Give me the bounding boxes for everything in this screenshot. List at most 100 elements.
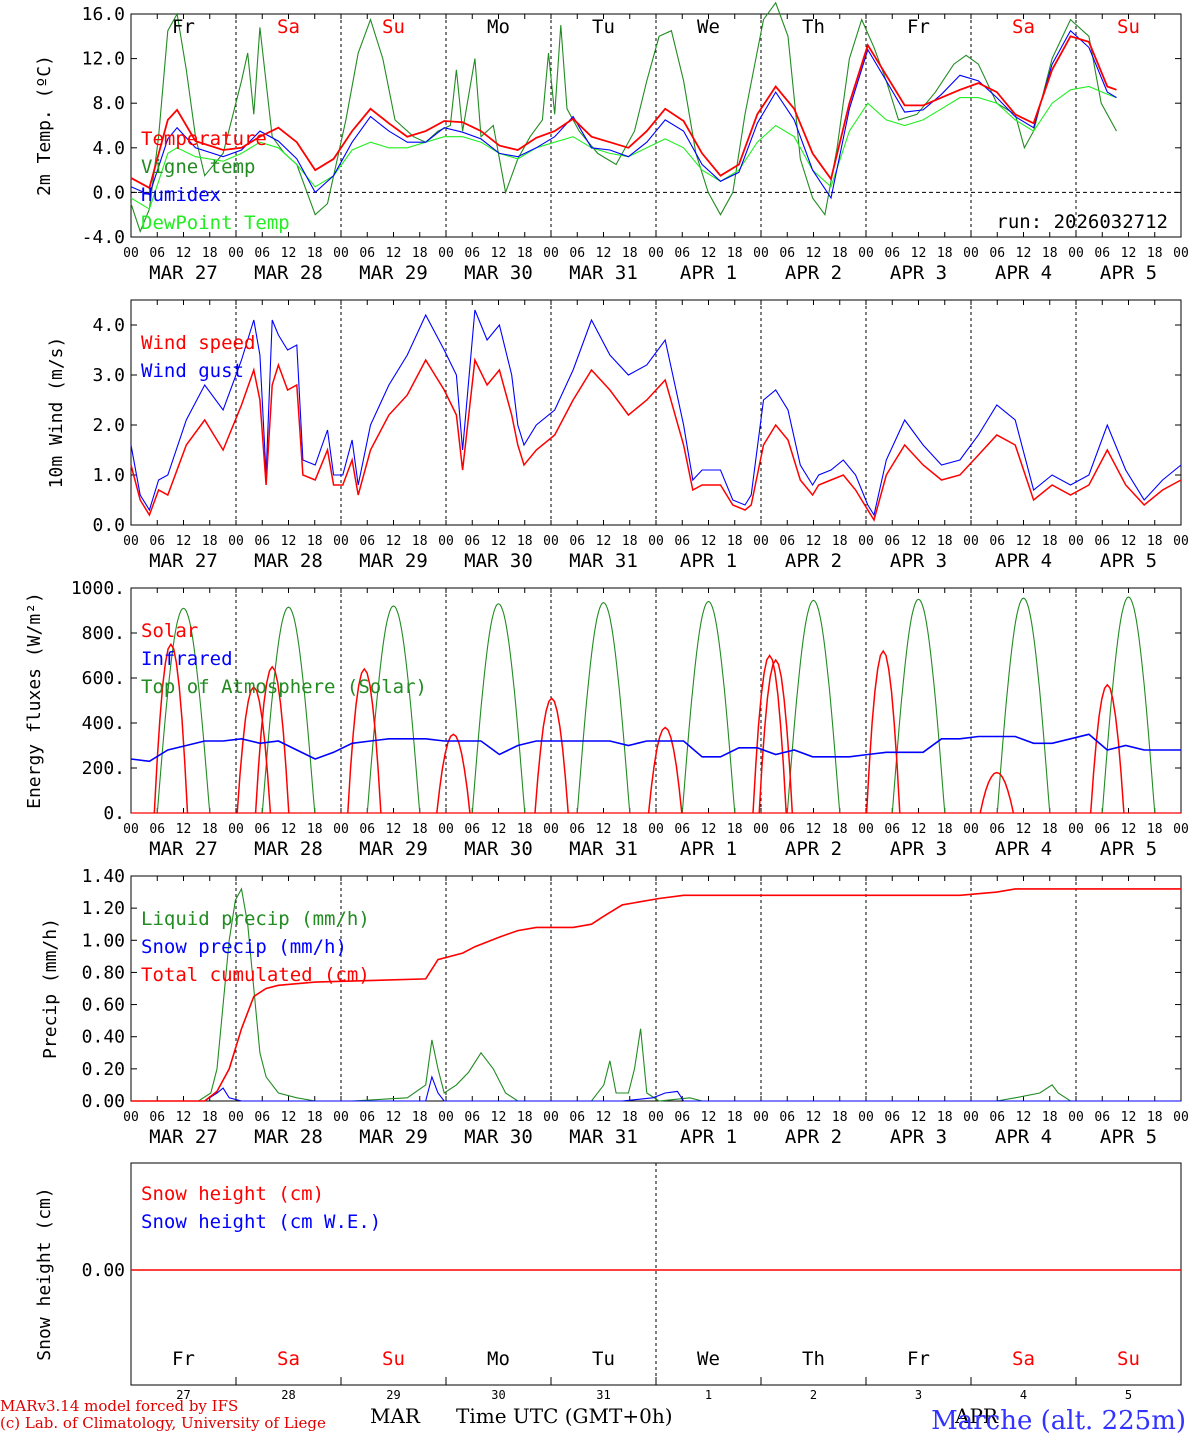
legend-entry: Snow height (cm W.E.) — [141, 1211, 381, 1233]
legend-entry: Wind gust — [141, 360, 244, 382]
legend-entry: Total cumulated (cm) — [141, 964, 370, 986]
date-label: MAR 29 — [359, 838, 428, 860]
date-label: MAR 31 — [569, 1126, 638, 1148]
day-number: 30 — [491, 1388, 505, 1402]
hour-tick-label: 06 — [674, 246, 690, 261]
y-tick-label: 400. — [82, 713, 125, 734]
hour-tick-label: 06 — [779, 822, 795, 837]
hour-tick-label: 00 — [648, 246, 664, 261]
day-abbr-bottom: Sa — [277, 1348, 300, 1370]
series-line-wind-gust — [130, 309, 1182, 517]
y-tick-label: 2.0 — [92, 415, 125, 436]
date-label: APR 5 — [1100, 1126, 1157, 1148]
hour-tick-label: 06 — [464, 534, 480, 549]
hour-tick-label: 06 — [1094, 1110, 1110, 1125]
y-tick-label: 0.00 — [82, 1091, 125, 1112]
toa-solar-arch — [786, 599, 841, 814]
hour-tick-label: 06 — [989, 534, 1005, 549]
y-tick-label: 200. — [82, 758, 125, 779]
date-label: APR 1 — [680, 262, 737, 284]
day-number: 5 — [1125, 1388, 1132, 1402]
hour-tick-label: 12 — [596, 1110, 612, 1125]
legend-entry: Snow height (cm) — [141, 1183, 324, 1205]
day-abbr-top: Fr — [907, 16, 930, 38]
series-line-temperature — [130, 35, 1117, 190]
month-label-mar: MAR — [370, 1404, 420, 1428]
hour-tick-label: 06 — [989, 1110, 1005, 1125]
hour-tick-label: 18 — [727, 246, 743, 261]
hour-tick-label: 12 — [806, 246, 822, 261]
day-number: 2 — [810, 1388, 817, 1402]
hour-tick-label: 06 — [884, 534, 900, 549]
hour-tick-label: 00 — [543, 822, 559, 837]
date-label: APR 5 — [1100, 838, 1157, 860]
hour-tick-label: 00 — [228, 246, 244, 261]
hour-tick-label: 06 — [674, 822, 690, 837]
solar-peak — [758, 658, 794, 814]
hour-tick-label: 12 — [911, 822, 927, 837]
series-line-infrared — [130, 733, 1181, 763]
day-abbr-top: We — [697, 16, 720, 38]
hour-tick-label: 12 — [911, 534, 927, 549]
hour-tick-label: 12 — [701, 1110, 717, 1125]
y-tick-label: 16.0 — [82, 4, 125, 25]
day-abbr-bottom: We — [697, 1348, 720, 1370]
date-label: MAR 28 — [254, 550, 323, 572]
hour-tick-label: 12 — [596, 822, 612, 837]
hour-tick-label: 00 — [438, 1110, 454, 1125]
hour-tick-label: 06 — [569, 822, 585, 837]
hour-tick-label: 18 — [1147, 534, 1163, 549]
date-label: APR 1 — [680, 550, 737, 572]
hour-tick-label: 12 — [281, 1110, 297, 1125]
legend-entry: Humidex — [141, 184, 221, 206]
legend-entry: Temperature — [141, 128, 267, 150]
footer-line-1: MARv3.14 model forced by IFS — [0, 1397, 239, 1415]
hour-tick-label: 00 — [438, 822, 454, 837]
hour-tick-label: 06 — [359, 822, 375, 837]
hour-tick-label: 18 — [622, 534, 638, 549]
footer-model-credit: MARv3.14 model forced by IFS (c) Lab. of… — [0, 1398, 326, 1432]
date-label: MAR 31 — [569, 262, 638, 284]
day-number: 1 — [705, 1388, 712, 1402]
hour-tick-label: 00 — [123, 822, 139, 837]
day-abbr-top: Sa — [1012, 16, 1035, 38]
day-abbr-bottom: Fr — [172, 1348, 195, 1370]
toa-solar-arch — [261, 606, 316, 814]
solar-peak — [436, 733, 471, 814]
day-abbr-top: Th — [802, 16, 825, 38]
y-tick-label: 0. — [103, 803, 125, 824]
hour-tick-label: 00 — [963, 822, 979, 837]
hour-tick-label: 18 — [832, 534, 848, 549]
hour-tick-label: 18 — [412, 534, 428, 549]
hour-tick-label: 18 — [517, 822, 533, 837]
date-label: MAR 31 — [569, 550, 638, 572]
hour-tick-label: 06 — [884, 1110, 900, 1125]
hour-tick-label: 12 — [386, 534, 402, 549]
date-label: APR 2 — [785, 1126, 842, 1148]
hour-tick-label: 18 — [412, 1110, 428, 1125]
hour-tick-label: 12 — [806, 822, 822, 837]
hour-tick-label: 12 — [1121, 1110, 1137, 1125]
hour-tick-label: 18 — [517, 246, 533, 261]
hour-tick-label: 12 — [596, 534, 612, 549]
series-line-total-cumulated — [131, 888, 1181, 1102]
hour-tick-label: 12 — [491, 822, 507, 837]
hour-tick-label: 12 — [386, 822, 402, 837]
hour-tick-label: 06 — [569, 246, 585, 261]
wind-panel-frame — [130, 299, 1182, 526]
solar-peak — [153, 642, 189, 814]
hour-tick-label: 12 — [491, 534, 507, 549]
solar-peak — [236, 685, 272, 814]
hour-tick-label: 06 — [674, 1110, 690, 1125]
toa-solar-arch — [891, 598, 946, 814]
hour-tick-label: 18 — [727, 534, 743, 549]
date-label: APR 1 — [680, 1126, 737, 1148]
date-label: MAR 27 — [149, 262, 218, 284]
hour-tick-label: 06 — [1094, 822, 1110, 837]
y-tick-label: 0.20 — [82, 1059, 125, 1080]
day-abbr-bottom: Su — [382, 1348, 405, 1370]
y-tick-label: 800. — [82, 623, 125, 644]
hour-tick-label: 12 — [386, 246, 402, 261]
date-label: MAR 27 — [149, 550, 218, 572]
hour-tick-label: 12 — [806, 1110, 822, 1125]
